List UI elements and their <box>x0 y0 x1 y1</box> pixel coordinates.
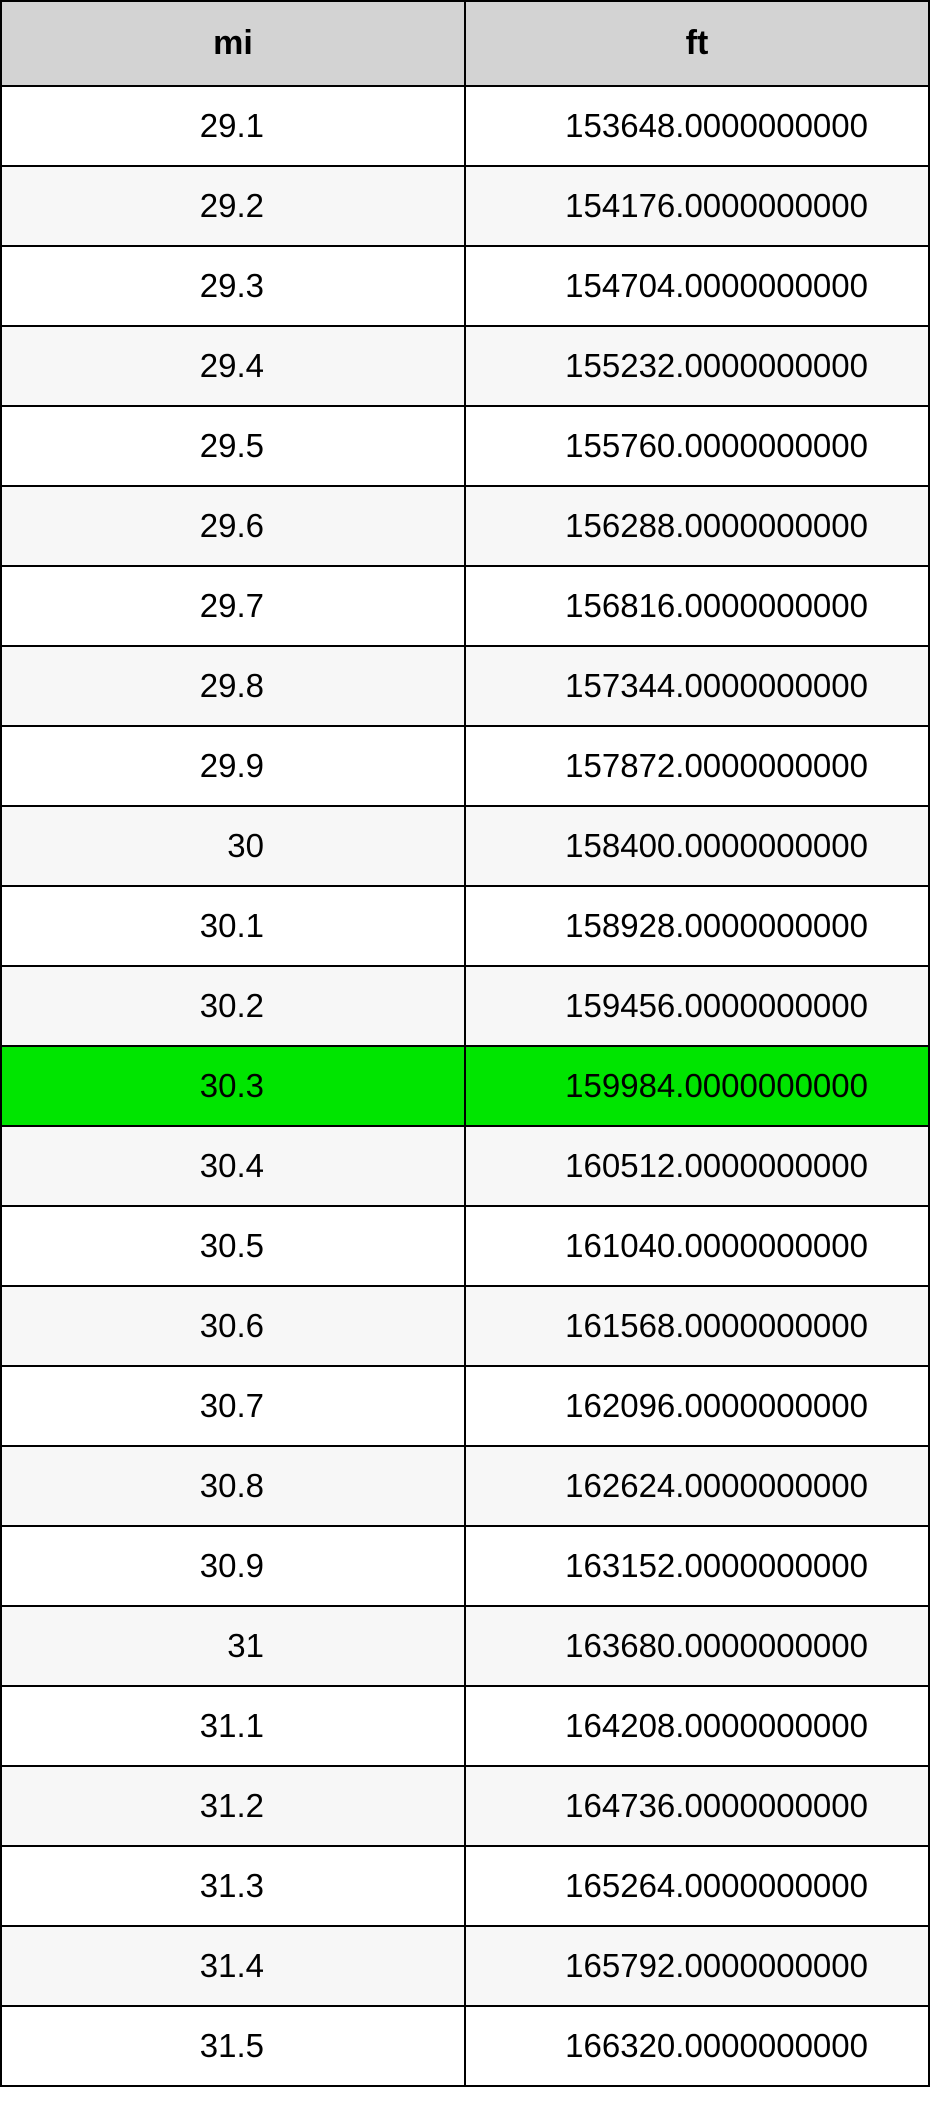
cell-mi: 30.5 <box>1 1206 465 1286</box>
column-header-ft: ft <box>465 1 929 86</box>
table-row: 30.4160512.0000000000 <box>1 1126 929 1206</box>
table-row: 30158400.0000000000 <box>1 806 929 886</box>
cell-ft: 158928.0000000000 <box>465 886 929 966</box>
table-row: 31.2164736.0000000000 <box>1 1766 929 1846</box>
cell-mi: 30 <box>1 806 465 886</box>
cell-mi: 29.8 <box>1 646 465 726</box>
table-row: 30.3159984.0000000000 <box>1 1046 929 1126</box>
cell-mi: 31.3 <box>1 1846 465 1926</box>
table-row: 29.7156816.0000000000 <box>1 566 929 646</box>
cell-ft: 156288.0000000000 <box>465 486 929 566</box>
cell-ft: 165264.0000000000 <box>465 1846 929 1926</box>
table-row: 29.6156288.0000000000 <box>1 486 929 566</box>
table-row: 30.5161040.0000000000 <box>1 1206 929 1286</box>
cell-mi: 29.7 <box>1 566 465 646</box>
cell-mi: 30.8 <box>1 1446 465 1526</box>
cell-ft: 165792.0000000000 <box>465 1926 929 2006</box>
table-row: 30.9163152.0000000000 <box>1 1526 929 1606</box>
cell-ft: 154176.0000000000 <box>465 166 929 246</box>
table-row: 30.8162624.0000000000 <box>1 1446 929 1526</box>
table-row: 31.5166320.0000000000 <box>1 2006 929 2086</box>
cell-mi: 30.6 <box>1 1286 465 1366</box>
cell-ft: 162624.0000000000 <box>465 1446 929 1526</box>
cell-ft: 155760.0000000000 <box>465 406 929 486</box>
cell-ft: 164208.0000000000 <box>465 1686 929 1766</box>
table-row: 29.1153648.0000000000 <box>1 86 929 166</box>
cell-mi: 29.9 <box>1 726 465 806</box>
table-body: 29.1153648.000000000029.2154176.00000000… <box>1 86 929 2086</box>
cell-mi: 30.3 <box>1 1046 465 1126</box>
table-header-row: mi ft <box>1 1 929 86</box>
table-row: 31.3165264.0000000000 <box>1 1846 929 1926</box>
cell-ft: 159984.0000000000 <box>465 1046 929 1126</box>
cell-mi: 30.9 <box>1 1526 465 1606</box>
table-row: 29.5155760.0000000000 <box>1 406 929 486</box>
cell-ft: 158400.0000000000 <box>465 806 929 886</box>
cell-mi: 31.2 <box>1 1766 465 1846</box>
cell-ft: 160512.0000000000 <box>465 1126 929 1206</box>
cell-ft: 163152.0000000000 <box>465 1526 929 1606</box>
cell-ft: 156816.0000000000 <box>465 566 929 646</box>
table-row: 29.4155232.0000000000 <box>1 326 929 406</box>
cell-ft: 163680.0000000000 <box>465 1606 929 1686</box>
cell-mi: 30.2 <box>1 966 465 1046</box>
cell-mi: 29.6 <box>1 486 465 566</box>
table-row: 30.6161568.0000000000 <box>1 1286 929 1366</box>
cell-mi: 29.2 <box>1 166 465 246</box>
cell-mi: 31.5 <box>1 2006 465 2086</box>
cell-mi: 31.1 <box>1 1686 465 1766</box>
cell-mi: 31.4 <box>1 1926 465 2006</box>
cell-mi: 30.7 <box>1 1366 465 1446</box>
cell-ft: 161568.0000000000 <box>465 1286 929 1366</box>
cell-mi: 29.5 <box>1 406 465 486</box>
cell-ft: 157872.0000000000 <box>465 726 929 806</box>
table-row: 31.1164208.0000000000 <box>1 1686 929 1766</box>
cell-mi: 31 <box>1 1606 465 1686</box>
cell-mi: 29.4 <box>1 326 465 406</box>
cell-ft: 166320.0000000000 <box>465 2006 929 2086</box>
table-row: 31.4165792.0000000000 <box>1 1926 929 2006</box>
cell-mi: 30.4 <box>1 1126 465 1206</box>
cell-ft: 153648.0000000000 <box>465 86 929 166</box>
table-row: 31163680.0000000000 <box>1 1606 929 1686</box>
table-row: 30.2159456.0000000000 <box>1 966 929 1046</box>
cell-ft: 155232.0000000000 <box>465 326 929 406</box>
cell-ft: 164736.0000000000 <box>465 1766 929 1846</box>
cell-ft: 162096.0000000000 <box>465 1366 929 1446</box>
cell-ft: 161040.0000000000 <box>465 1206 929 1286</box>
table-row: 30.1158928.0000000000 <box>1 886 929 966</box>
cell-mi: 30.1 <box>1 886 465 966</box>
cell-ft: 154704.0000000000 <box>465 246 929 326</box>
table-row: 29.2154176.0000000000 <box>1 166 929 246</box>
cell-ft: 157344.0000000000 <box>465 646 929 726</box>
table-row: 29.8157344.0000000000 <box>1 646 929 726</box>
table-row: 29.3154704.0000000000 <box>1 246 929 326</box>
conversion-table: mi ft 29.1153648.000000000029.2154176.00… <box>0 0 930 2087</box>
cell-mi: 29.1 <box>1 86 465 166</box>
table-row: 29.9157872.0000000000 <box>1 726 929 806</box>
cell-ft: 159456.0000000000 <box>465 966 929 1046</box>
column-header-mi: mi <box>1 1 465 86</box>
table-row: 30.7162096.0000000000 <box>1 1366 929 1446</box>
cell-mi: 29.3 <box>1 246 465 326</box>
